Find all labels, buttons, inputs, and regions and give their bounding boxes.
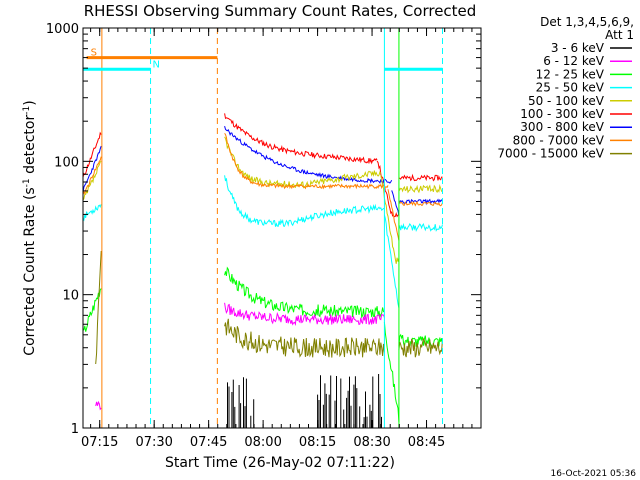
y-tick-label: 1 [71,422,79,437]
series-line [82,266,443,422]
legend-label: 50 - 100 keV [528,94,605,108]
x-tick-label: 08:45 [408,435,445,450]
chart-title: RHESSI Observing Summary Count Rates, Co… [84,2,477,20]
series-line [95,302,385,411]
x-tick-label: 08:30 [353,435,390,450]
x-tick-label: 07:45 [190,435,227,450]
legend-label: 800 - 7000 keV [513,133,605,147]
series-line [82,133,443,241]
legend-label: 100 - 300 keV [520,107,604,121]
y-tick-label: 10 [62,289,79,304]
series-line [82,125,443,216]
y-tick-label: 1000 [46,22,79,37]
plot-frame [82,27,482,429]
x-axis-label: Start Time (26-May-02 07:11:22) [165,455,395,471]
x-tick-label: 07:30 [135,435,172,450]
flag-label: N [153,59,160,70]
series-line [227,374,382,428]
footer-timestamp: 16-Oct-2021 05:36 [551,469,637,479]
legend-label: 25 - 50 keV [536,81,605,95]
legend-label: 12 - 25 keV [536,67,605,81]
series-line [82,136,443,264]
legend-label: 300 - 800 keV [520,120,604,134]
flag-label: S [91,48,97,59]
series-line [82,175,443,308]
y-tick-label: 100 [54,155,79,170]
series-line [95,250,443,365]
x-tick-label: 08:00 [244,435,281,450]
legend-header-2: Att 1 [605,28,634,42]
x-tick-label: 08:15 [299,435,336,450]
legend-label: 6 - 12 keV [543,54,605,68]
y-axis-label: Corrected Count Rate (s-1 detector-1) [22,100,38,355]
series-line [82,113,443,218]
legend-label: 7000 - 15000 keV [497,147,604,161]
legend-label: 3 - 6 keV [551,41,605,55]
legend-header-1: Det 1,3,4,5,6,9, [540,15,634,29]
x-tick-label: 07:15 [81,435,118,450]
